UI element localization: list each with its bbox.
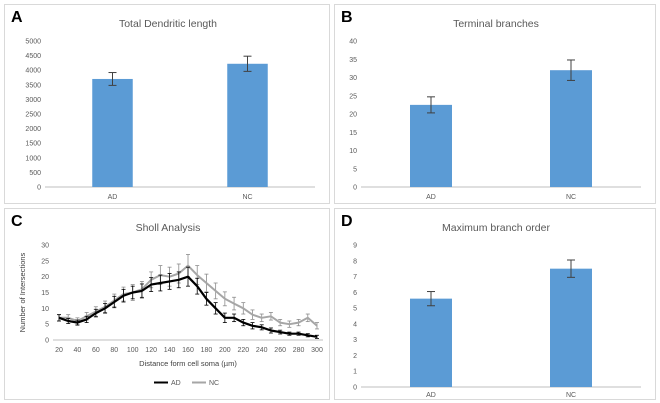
chart-title: Total Dendritic length [119, 18, 217, 30]
y-tick-label: 35 [349, 57, 357, 64]
category-label: AD [426, 194, 436, 201]
y-tick-label: 5000 [25, 39, 41, 46]
y-tick-label: 2000 [25, 126, 41, 133]
terminal-branches-chart: Terminal branches 0 5 10 15 20 25 30 35 40 AD NC [349, 18, 641, 201]
error-bar-nc [243, 55, 252, 72]
y-tick-label: 1000 [25, 155, 41, 162]
y-tick-label: 0 [353, 185, 357, 192]
x-tick-label: 40 [74, 347, 82, 354]
bar-ad [410, 104, 452, 187]
legend-label-nc: NC [209, 380, 219, 387]
x-tick-label: 200 [219, 347, 231, 354]
y-tick-label: 4000 [25, 68, 41, 75]
sholl-analysis-chart: Sholl Analysis 0 5 10 15 20 25 30 20 40 60 80 100 120… [18, 222, 323, 387]
chart-title: Sholl Analysis [136, 222, 201, 234]
x-tick-label: 160 [182, 347, 194, 354]
y-tick-label: 30 [41, 243, 49, 250]
chart-title: Maximum branch order [442, 222, 550, 234]
y-tick-label: 25 [349, 93, 357, 100]
error-bar-nc [567, 259, 575, 278]
y-tick-label: 3 [353, 337, 357, 344]
y-tick-label: 5 [353, 306, 357, 313]
panel-a: A Total Dendritic length 0 500 1000 1500 2000… [4, 4, 330, 204]
error-bar-ad [427, 291, 435, 307]
x-tick-label: 60 [92, 347, 100, 354]
y-tick-label: 500 [29, 170, 41, 177]
x-tick-label: 140 [164, 347, 176, 354]
y-tick-label: 2500 [25, 112, 41, 119]
category-label: NC [566, 392, 576, 399]
bar-ad [92, 78, 133, 187]
x-tick-label: 280 [293, 347, 305, 354]
y-tick-label: 3500 [25, 82, 41, 89]
x-tick-label: 120 [145, 347, 157, 354]
category-label: AD [426, 392, 436, 399]
x-tick-label: 80 [110, 347, 118, 354]
y-tick-label: 8 [353, 258, 357, 265]
panel-letter: C [11, 213, 23, 230]
y-tick-label: 4 [353, 321, 357, 328]
x-tick-label: 300 [311, 347, 323, 354]
total-dendritic-length-chart: Total Dendritic length 0 500 1000 1500 2000 25… [25, 18, 315, 201]
category-label: AD [108, 194, 118, 201]
y-tick-label: 30 [349, 75, 357, 82]
panel-letter: D [341, 213, 353, 230]
y-tick-label: 15 [41, 290, 49, 297]
x-tick-label: 260 [274, 347, 286, 354]
y-tick-label: 3000 [25, 97, 41, 104]
y-tick-label: 15 [349, 130, 357, 137]
y-tick-label: 0 [37, 185, 41, 192]
y-tick-label: 9 [353, 243, 357, 250]
panel-letter: B [341, 9, 353, 26]
category-label: NC [566, 194, 576, 201]
x-tick-label: 220 [237, 347, 249, 354]
x-tick-label: 20 [55, 347, 63, 354]
bar-nc [550, 268, 592, 387]
y-tick-label: 7 [353, 274, 357, 281]
y-tick-label: 20 [349, 112, 357, 119]
error-bar-ad [108, 72, 117, 86]
x-tick-label: 100 [127, 347, 139, 354]
panel-c: C Sholl Analysis 0 5 10 15 20 25 30 20 40 60 80 100 1… [4, 208, 330, 400]
legend-label-ad: AD [171, 380, 181, 387]
y-tick-label: 20 [41, 274, 49, 281]
category-label: NC [242, 194, 252, 201]
x-tick-label: 240 [256, 347, 268, 354]
y-tick-label: 1500 [25, 141, 41, 148]
x-tick-label: 180 [201, 347, 213, 354]
y-tick-label: 25 [41, 258, 49, 265]
y-tick-label: 1 [353, 369, 357, 376]
bar-nc [227, 63, 268, 187]
error-bar-nc [567, 59, 575, 81]
bar-nc [550, 70, 592, 187]
panel-b: B Terminal branches 0 5 10 15 20 25 30 35 40 AD NC [334, 4, 656, 204]
y-tick-label: 10 [41, 306, 49, 313]
y-tick-label: 10 [349, 148, 357, 155]
y-tick-label: 0 [353, 385, 357, 392]
series-line-nc [59, 264, 318, 327]
x-axis-label: Distance form cell soma (µm) [139, 359, 237, 368]
chart-title: Terminal branches [453, 18, 539, 30]
y-tick-label: 4500 [25, 53, 41, 60]
y-tick-label: 0 [45, 338, 49, 345]
y-tick-label: 5 [353, 166, 357, 173]
y-tick-label: 2 [353, 353, 357, 360]
series-line-ad [58, 275, 318, 338]
bar-ad [410, 298, 452, 387]
y-tick-label: 6 [353, 290, 357, 297]
maximum-branch-order-chart: Maximum branch order 0 1 2 3 4 5 6 7 8 9 AD NC [353, 222, 641, 399]
panel-letter: A [11, 9, 23, 26]
y-axis-label: Number of Intersections [18, 252, 27, 332]
panel-d: D Maximum branch order 0 1 2 3 4 5 6 7 8 9 AD NC [334, 208, 656, 400]
error-bar-ad [427, 96, 435, 114]
y-tick-label: 40 [349, 39, 357, 46]
y-tick-label: 5 [45, 322, 49, 329]
